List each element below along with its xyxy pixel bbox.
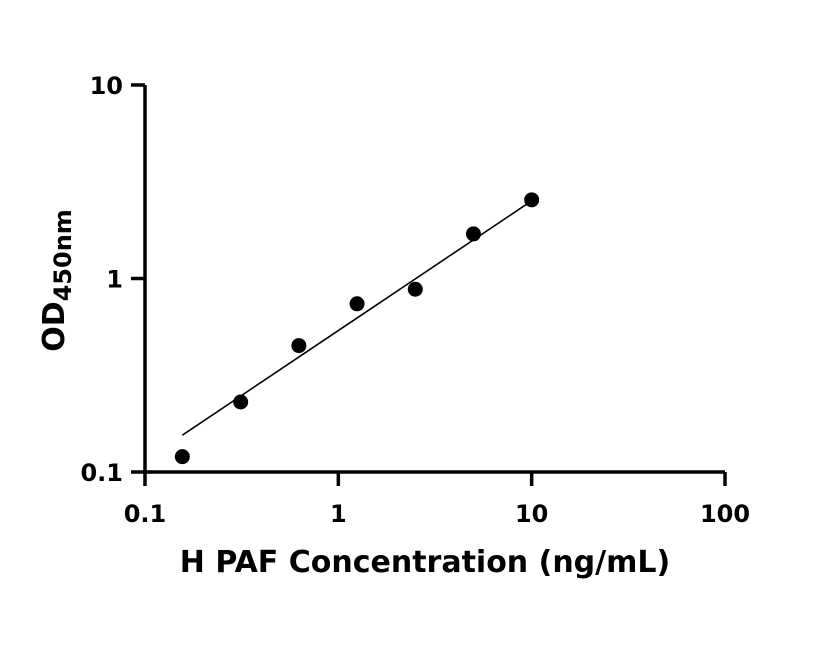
x-tick-label: 0.1 (124, 500, 167, 528)
x-axis-ticks: 0.1 1 10 100 (124, 472, 750, 528)
y-axis-ticks: 0.1 1 10 (80, 72, 145, 487)
data-point (349, 296, 365, 312)
data-point (407, 281, 423, 297)
y-axis-title-main: OD (37, 301, 72, 351)
x-axis-title: H PAF Concentration (ng/mL) (180, 545, 670, 580)
data-point (174, 449, 190, 465)
data-point (465, 226, 481, 242)
data-point (291, 338, 307, 354)
y-axis-title-subscript: 450nm (49, 209, 77, 301)
x-tick-label: 100 (700, 500, 750, 528)
axes (143, 85, 725, 474)
y-tick-label: 1 (106, 266, 123, 294)
x-tick-label: 10 (515, 500, 548, 528)
data-points (174, 192, 540, 465)
y-axis-title: OD450nm (37, 209, 77, 352)
data-point (524, 192, 540, 208)
x-tick-label: 1 (330, 500, 347, 528)
data-point (233, 394, 249, 410)
y-tick-label: 0.1 (80, 459, 123, 487)
y-tick-label: 10 (90, 72, 123, 100)
